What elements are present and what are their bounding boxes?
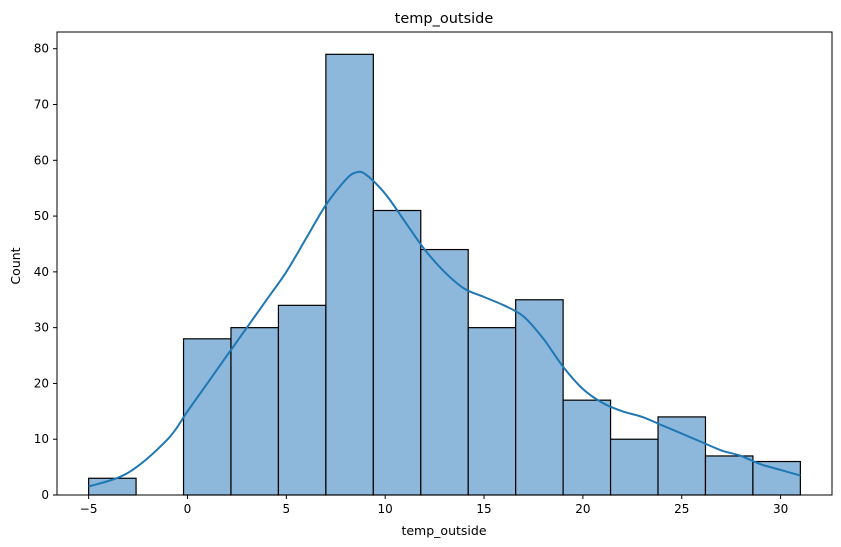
x-tick-label: 15 bbox=[476, 502, 491, 516]
x-tick-label: 0 bbox=[184, 502, 192, 516]
y-tick-label: 40 bbox=[34, 265, 49, 279]
y-tick-label: 0 bbox=[41, 488, 49, 502]
y-tick-label: 50 bbox=[34, 209, 49, 223]
x-axis-label: temp_outside bbox=[401, 523, 486, 538]
x-tick-label: 25 bbox=[674, 502, 689, 516]
y-tick-label: 70 bbox=[34, 98, 49, 112]
y-axis-ticks: 0 10 20 30 40 50 60 70 80 bbox=[34, 42, 57, 502]
y-tick-label: 60 bbox=[34, 153, 49, 167]
histogram-bar bbox=[657, 416, 707, 496]
histogram-bar bbox=[230, 327, 280, 496]
x-tick-label: 10 bbox=[378, 502, 393, 516]
histogram-bar bbox=[420, 248, 469, 496]
kde-line bbox=[88, 170, 801, 488]
histogram-bar bbox=[704, 455, 754, 496]
y-tick-label: 30 bbox=[34, 321, 49, 335]
x-tick-label: 20 bbox=[575, 502, 590, 516]
y-tick-label: 20 bbox=[34, 376, 49, 390]
histogram-bar bbox=[467, 327, 517, 496]
histogram-bar bbox=[562, 399, 612, 496]
histogram-bar bbox=[752, 460, 801, 496]
x-axis-ticks: −5 0 5 10 15 20 25 30 bbox=[80, 495, 788, 516]
x-tick-label: 5 bbox=[283, 502, 291, 516]
histogram-bar bbox=[372, 209, 422, 496]
histogram-bar bbox=[325, 53, 374, 496]
histogram-bar bbox=[182, 338, 232, 496]
histogram-bars bbox=[88, 53, 801, 496]
y-axis-label: Count bbox=[8, 247, 23, 284]
y-tick-label: 80 bbox=[34, 42, 49, 56]
histogram-bar bbox=[277, 304, 327, 496]
x-tick-label: −5 bbox=[80, 502, 98, 516]
histogram-bar bbox=[88, 477, 137, 496]
plot-frame bbox=[56, 31, 833, 496]
y-tick-label: 10 bbox=[34, 432, 49, 446]
histogram-bar bbox=[609, 438, 659, 496]
chart-title: temp_outside bbox=[395, 11, 494, 27]
histogram-bar bbox=[515, 299, 564, 496]
x-tick-label: 30 bbox=[773, 502, 788, 516]
